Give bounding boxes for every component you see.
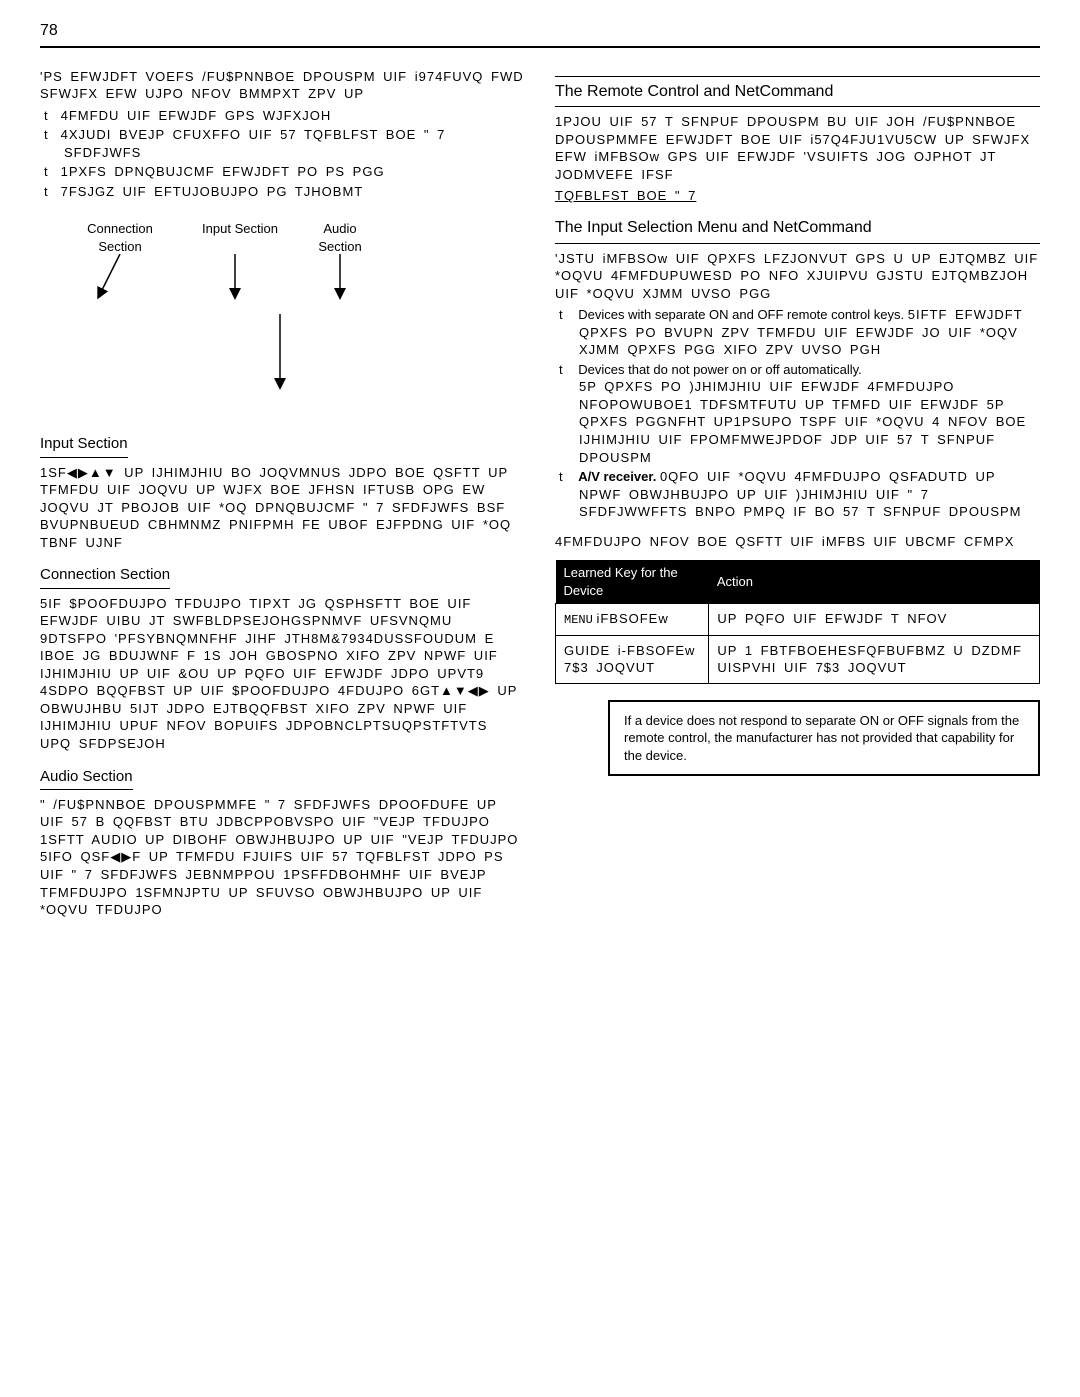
diagram-label-input: Input Section bbox=[200, 220, 280, 238]
table-header: Learned Key for the Device bbox=[556, 560, 709, 604]
sub-bullet-item: A/V receiver. 0QFO UIF *OQVU 4FMFDUJPO Q… bbox=[579, 468, 1040, 521]
connection-section-title: Connection Section bbox=[40, 565, 170, 588]
input-menu-body: 'JSTU iMFBSOw UIF QPXFS LFZJONVUT GPS U … bbox=[555, 250, 1040, 303]
sub-bullet-lead: A/V receiver. bbox=[578, 469, 656, 484]
diagram-arrows bbox=[40, 254, 440, 414]
sub-bullet-lead: Devices with separate ON and OFF remote … bbox=[578, 307, 904, 322]
note-box: If a device does not respond to separate… bbox=[608, 700, 1040, 777]
remote-body: 1PJOU UIF 57 T SFNPUF DPOUSPM BU UIF JOH… bbox=[555, 113, 1040, 183]
table-cell-key: MENU bbox=[564, 613, 593, 627]
sub-bullet-lead: Devices that do not power on or off auto… bbox=[578, 362, 862, 377]
table-cell-action: UP PQFO UIF EFWJDF T NFOV bbox=[709, 604, 1040, 635]
table-row: GUIDE i-FBSOFEw 7$3 JOQVUT UP 1 FBTFBOEH… bbox=[556, 635, 1040, 683]
sub-bullet-body: 5P QPXFS PO )JHIMJHIU UIF EFWJDF 4FMFDUJ… bbox=[579, 379, 1026, 464]
remote-title: The Remote Control and NetCommand bbox=[555, 76, 1040, 108]
sub-bullets: Devices with separate ON and OFF remote … bbox=[555, 306, 1040, 521]
diagram-label-audio: Audio Section bbox=[300, 220, 380, 255]
intro-text: 'PS EFWJDFT VOEFS /FU$PNNBOE DPOUSPM UIF… bbox=[40, 68, 525, 103]
input-menu-title: The Input Selection Menu and NetCommand bbox=[555, 213, 1040, 244]
left-column: 'PS EFWJDFT VOEFS /FU$PNNBOE DPOUSPM UIF… bbox=[40, 68, 525, 919]
intro-bullets: 4FMFDU UIF EFWJDF GPS WJFXJOH 4XJUDI BVE… bbox=[40, 107, 525, 201]
action-table: Learned Key for the Device Action MENU i… bbox=[555, 560, 1040, 683]
sub-bullet-item: Devices that do not power on or off auto… bbox=[579, 361, 1040, 466]
table-cell-action: UP 1 FBTFBOEHESFQFBUFBMZ U DZDMF UISPVHI… bbox=[709, 635, 1040, 683]
input-section-title: Input Section bbox=[40, 434, 128, 457]
after-bullets-text: 4FMFDUJPO NFOV BOE QSFTT UIF iMFBS UIF U… bbox=[555, 533, 1040, 551]
bullet-item: 4XJUDI BVEJP CFUXFFO UIF 57 TQFBLFST BOE… bbox=[64, 126, 525, 161]
speakers-line: TQFBLFST BOE " 7 bbox=[555, 187, 1040, 205]
right-column: The Remote Control and NetCommand 1PJOU … bbox=[555, 68, 1040, 919]
bullet-item: 7FSJGZ UIF EFTUJOBUJPO PG TJHOBMT bbox=[64, 183, 525, 201]
bullet-item: 4FMFDU UIF EFWJDF GPS WJFXJOH bbox=[64, 107, 525, 125]
diagram-label-connection: Connection Section bbox=[80, 220, 160, 255]
section-diagram: Connection Section Input Section Audio S… bbox=[40, 220, 525, 400]
table-row: MENU iFBSOFEw UP PQFO UIF EFWJDF T NFOV bbox=[556, 604, 1040, 635]
connection-section-body: 5IF $POOFDUJPO TFDUJPO TIPXT JG QSPHSFTT… bbox=[40, 595, 525, 753]
audio-section-body: " /FU$PNNBOE DPOUSPMMFE " 7 SFDFJWFS DPO… bbox=[40, 796, 525, 919]
table-cell-key: GUIDE i-FBSOFEw 7$3 JOQVUT bbox=[556, 635, 709, 683]
table-header: Action bbox=[709, 560, 1040, 604]
page-number: 78 bbox=[40, 20, 1040, 48]
audio-section-title: Audio Section bbox=[40, 767, 133, 790]
table-cell-extra: iFBSOFEw bbox=[596, 611, 668, 626]
bullet-item: 1PXFS DPNQBUJCMF EFWJDFT PO PS PGG bbox=[64, 163, 525, 181]
input-section-body: 1SF◀▶▲▼ UP IJHIMJHIU BO JOQVMNUS JDPO BO… bbox=[40, 464, 525, 552]
sub-bullet-item: Devices with separate ON and OFF remote … bbox=[579, 306, 1040, 359]
